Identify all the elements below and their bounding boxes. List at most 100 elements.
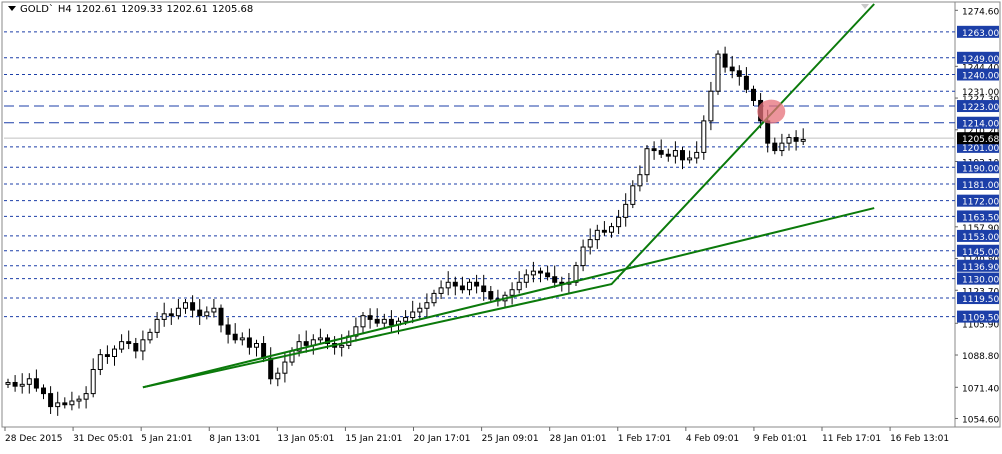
candle bbox=[545, 265, 551, 281]
candle bbox=[388, 310, 394, 333]
candles bbox=[5, 46, 806, 416]
chart-shift-marker-icon[interactable] bbox=[861, 4, 869, 9]
price-level-tag bbox=[957, 292, 999, 305]
price-level-tag-label: 1109.50 bbox=[962, 314, 999, 324]
candle bbox=[694, 141, 700, 164]
x-tick-label: 20 Jan 17:01 bbox=[414, 434, 471, 444]
candle bbox=[126, 330, 132, 350]
candle bbox=[360, 311, 366, 335]
candle bbox=[211, 298, 217, 318]
candle bbox=[793, 130, 799, 151]
x-tick-label: 28 Dec 2015 bbox=[5, 434, 63, 444]
trendline-lower[interactable] bbox=[142, 207, 875, 389]
candle bbox=[367, 308, 373, 329]
candle bbox=[232, 323, 238, 344]
candle bbox=[687, 150, 693, 164]
plot-border bbox=[1, 1, 1001, 428]
price-level-tag-label: 1163.50 bbox=[962, 213, 999, 223]
candle bbox=[800, 128, 806, 145]
candle bbox=[41, 384, 46, 400]
candle bbox=[317, 328, 323, 344]
candle bbox=[729, 55, 735, 79]
highlight-marker[interactable] bbox=[757, 99, 786, 124]
y-tick-label: 1157.90 bbox=[962, 224, 999, 234]
candle bbox=[488, 286, 494, 303]
candle bbox=[133, 337, 139, 359]
price-level-tag-label: 1214.00 bbox=[962, 120, 999, 130]
ohlc-high: 1209.33 bbox=[121, 4, 163, 15]
price-level-tag-label: 1181.00 bbox=[962, 181, 999, 191]
ohlc-open: 1202.61 bbox=[75, 4, 118, 15]
trendline-upper[interactable] bbox=[142, 3, 875, 389]
candle bbox=[459, 276, 465, 294]
price-level-tag bbox=[957, 51, 999, 64]
price-level-tag bbox=[957, 259, 999, 272]
price-level-tag bbox=[957, 310, 999, 323]
candle bbox=[76, 395, 82, 409]
x-tick-label: 25 Jan 09:01 bbox=[482, 434, 539, 444]
candle bbox=[197, 298, 203, 325]
candle bbox=[154, 311, 160, 338]
price-level-tag-label: 1153.00 bbox=[962, 233, 999, 243]
y-tick-label: 1071.40 bbox=[962, 384, 999, 394]
candle bbox=[19, 373, 25, 394]
price-level-tag bbox=[957, 244, 999, 257]
price-level-tag-label: 1130.00 bbox=[962, 276, 999, 286]
current-price-label: 1205.68 bbox=[962, 135, 999, 145]
candle bbox=[417, 302, 423, 320]
candle bbox=[772, 137, 778, 155]
candle bbox=[552, 265, 558, 288]
candle bbox=[509, 282, 515, 305]
candle bbox=[424, 293, 430, 318]
price-level-tag-label: 1201.00 bbox=[962, 144, 999, 154]
candle bbox=[672, 141, 678, 164]
candle bbox=[743, 67, 749, 94]
candle bbox=[26, 373, 32, 394]
price-level-tag bbox=[957, 100, 999, 113]
price-level-tag-label: 1223.00 bbox=[962, 103, 999, 113]
candle bbox=[218, 304, 224, 333]
price-level-tag-label: 1240.00 bbox=[962, 72, 999, 82]
trendlines bbox=[142, 3, 875, 389]
candle bbox=[616, 209, 622, 235]
candle bbox=[680, 146, 685, 170]
y-tick-label: 1088.80 bbox=[962, 352, 999, 362]
y-tick-label: 1054.60 bbox=[962, 415, 999, 425]
candle bbox=[5, 378, 11, 389]
candle bbox=[225, 317, 231, 344]
x-tick-label: 28 Jan 01:01 bbox=[550, 434, 607, 444]
timeframe-label: H4 bbox=[57, 4, 72, 15]
candle bbox=[119, 334, 125, 353]
candle bbox=[431, 289, 437, 307]
candle bbox=[701, 115, 707, 160]
price-level-tag bbox=[957, 116, 999, 129]
chart-title: GOLD` H4 1202.61 1209.33 1202.61 1205.68 bbox=[8, 4, 257, 15]
candle bbox=[630, 180, 636, 209]
candle bbox=[530, 261, 536, 283]
candle bbox=[637, 165, 643, 192]
candle bbox=[665, 148, 671, 162]
price-level-tag bbox=[957, 68, 999, 81]
candle bbox=[658, 139, 664, 158]
ohlc-low: 1202.61 bbox=[166, 4, 208, 15]
x-tick-label: 31 Dec 05:01 bbox=[73, 434, 134, 444]
candle bbox=[168, 308, 174, 325]
price-level-tag bbox=[957, 194, 999, 207]
candle bbox=[786, 133, 792, 151]
candle bbox=[736, 65, 742, 86]
candle bbox=[381, 313, 387, 329]
y-tick-label: 1274.60 bbox=[962, 7, 999, 17]
price-level-tag-label: 1263.00 bbox=[962, 29, 999, 39]
dropdown-triangle-icon bbox=[8, 6, 16, 11]
candle bbox=[715, 50, 721, 95]
candle bbox=[609, 222, 614, 238]
candle bbox=[62, 397, 68, 409]
candle bbox=[175, 298, 181, 320]
candle bbox=[481, 274, 487, 301]
candle bbox=[254, 339, 259, 357]
candle bbox=[246, 328, 252, 355]
candle bbox=[140, 330, 146, 361]
candle bbox=[722, 46, 728, 73]
